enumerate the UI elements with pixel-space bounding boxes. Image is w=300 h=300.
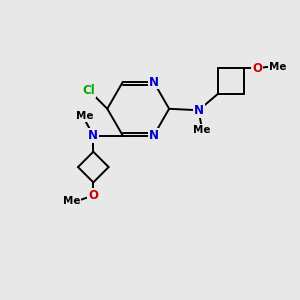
Text: Me: Me (76, 111, 93, 121)
Text: Me: Me (63, 196, 81, 206)
Text: N: N (194, 104, 204, 117)
Text: N: N (149, 129, 159, 142)
Text: N: N (88, 129, 98, 142)
Text: N: N (149, 76, 159, 88)
Text: Me: Me (269, 61, 286, 72)
Text: Cl: Cl (83, 84, 95, 97)
Text: O: O (252, 61, 262, 74)
Text: Me: Me (193, 125, 210, 135)
Text: O: O (88, 189, 98, 202)
